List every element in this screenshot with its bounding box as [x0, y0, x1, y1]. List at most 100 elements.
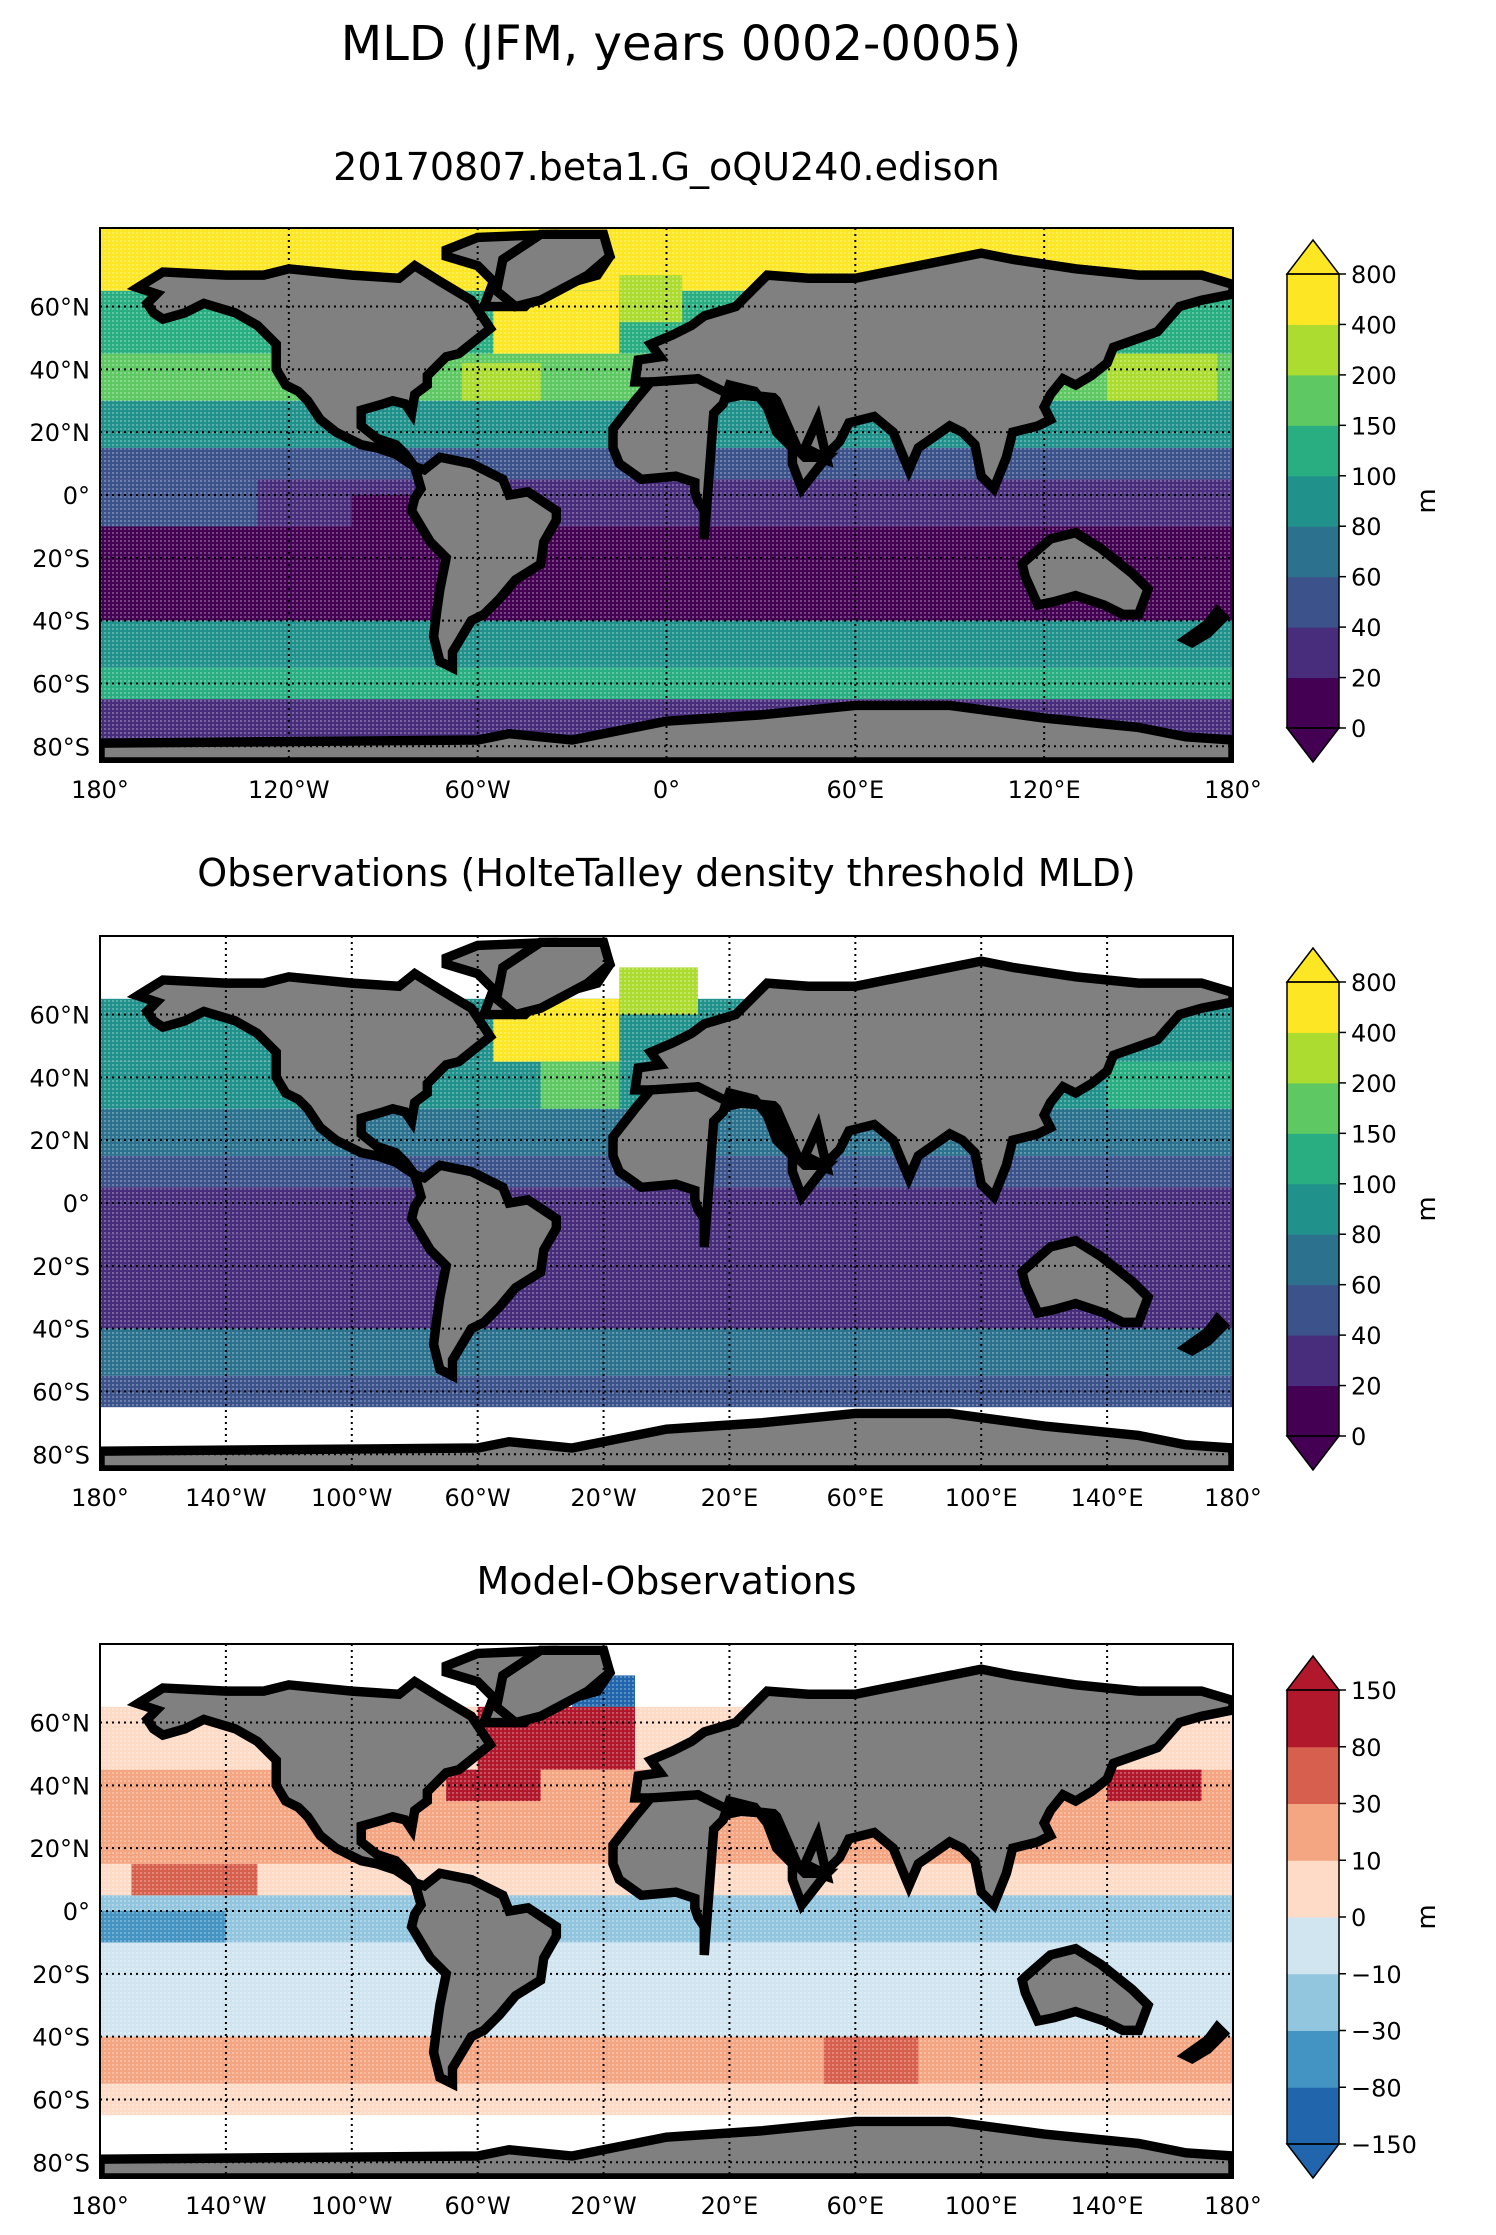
x-tick-label: 140°E — [1071, 2192, 1144, 2220]
x-tick-label: 100°E — [945, 2192, 1018, 2220]
colorbar-tick-label: 200 — [1351, 1070, 1397, 1098]
x-tick-label: 60°E — [826, 776, 884, 804]
y-tick-label: 40°S — [32, 608, 90, 636]
x-tick-label: 100°W — [311, 2192, 393, 2220]
axes-frame — [99, 227, 1234, 763]
colorbar-extend-min — [1285, 2143, 1341, 2180]
colorbar-segment — [1287, 1183, 1339, 1235]
x-tick-label: 60°W — [445, 776, 511, 804]
colorbar-segment — [1287, 1690, 1339, 1748]
y-tick-label: 60°S — [32, 2086, 90, 2114]
panel-title: Observations (HolteTalley density thresh… — [197, 851, 1136, 895]
y-tick-label: 80°S — [32, 1441, 90, 1469]
panel-title: 20170807.beta1.G_oQU240.edison — [333, 145, 1000, 189]
y-tick-label: 40°N — [30, 1772, 91, 1800]
x-tick-label: 180° — [71, 1484, 129, 1512]
panel-title: Model-Observations — [476, 1559, 856, 1603]
x-tick-label: 140°W — [185, 2192, 267, 2220]
colorbar-segment — [1287, 2030, 1339, 2088]
y-tick-label: 20°S — [32, 1253, 90, 1281]
colorbar-segment — [1287, 1860, 1339, 1918]
y-tick-label: 0° — [63, 482, 90, 510]
gridlines — [100, 228, 1233, 762]
y-tick-label: 60°N — [30, 1710, 91, 1738]
colorbar-segment — [1287, 576, 1339, 628]
colorbar-tick-label: 400 — [1351, 1019, 1397, 1047]
y-tick-label: 60°N — [30, 1002, 91, 1030]
panel-2: Observations (HolteTalley density thresh… — [30, 851, 1443, 1512]
colorbar-tick-label: 0 — [1351, 1423, 1366, 1451]
colorbar-segment — [1287, 1234, 1339, 1286]
x-tick-label: 60°E — [826, 2192, 884, 2220]
colorbar-label: m — [1412, 1196, 1442, 1221]
colorbar-segment — [1287, 526, 1339, 578]
y-tick-label: 80°S — [32, 733, 90, 761]
colorbar-tick-label: 0 — [1351, 715, 1366, 743]
colorbar: 0 20 40 60 80 100 150 200 400 800 m — [1285, 238, 1442, 764]
colorbar-segment — [1287, 1284, 1339, 1336]
y-tick-label: 20°S — [32, 1961, 90, 1989]
colorbar: 0 20 40 60 80 100 150 200 400 800 m — [1285, 946, 1442, 1472]
colorbar-segment — [1287, 374, 1339, 426]
x-tick-label: 20°E — [701, 1484, 759, 1512]
colorbar-tick-label: 10 — [1351, 1847, 1382, 1875]
colorbar-tick-label: 60 — [1351, 1272, 1382, 1300]
panel-3: Model-Observations 180° 140°W 100°W 60°W 20°W… — [30, 1559, 1443, 2220]
colorbar-tick-label: 60 — [1351, 564, 1382, 592]
panel-1: 20170807.beta1.G_oQU240.edison 180° 120°W 6… — [30, 145, 1443, 804]
colorbar-segment — [1287, 1133, 1339, 1185]
colorbar-tick-label: 20 — [1351, 665, 1382, 693]
colorbar-tick-label: 150 — [1351, 412, 1397, 440]
y-tick-label: 40°N — [30, 356, 91, 384]
colorbar-tick-label: 400 — [1351, 311, 1397, 339]
y-tick-label: 40°S — [32, 2024, 90, 2052]
colorbar-tick-label: 40 — [1351, 614, 1382, 642]
x-tick-label: 0° — [653, 776, 680, 804]
colorbar-segment — [1287, 677, 1339, 729]
x-tick-label: 120°W — [248, 776, 330, 804]
axes-frame — [99, 1643, 1234, 2179]
colorbar-label: m — [1412, 1904, 1442, 1929]
y-tick-label: 20°N — [30, 1835, 91, 1863]
x-tick-label: 180° — [71, 776, 129, 804]
colorbar-frame — [1286, 981, 1340, 1437]
y-tick-label: 20°N — [30, 1127, 91, 1155]
x-tick-label: 20°W — [570, 1484, 636, 1512]
colorbar-tick-label: 0 — [1351, 1904, 1366, 1932]
y-tick-label: 60°N — [30, 294, 91, 322]
map-area — [100, 1644, 1233, 2178]
colorbar-extend-min — [1285, 727, 1341, 764]
y-tick-label: 60°S — [32, 670, 90, 698]
colorbar-segment — [1287, 274, 1339, 325]
colorbar-segment — [1287, 1032, 1339, 1084]
colorbar-segment — [1287, 425, 1339, 477]
x-tick-label: 180° — [71, 2192, 129, 2220]
colorbar-segment — [1287, 1803, 1339, 1861]
colorbar-extend-max — [1285, 1654, 1341, 1691]
x-tick-label: 60°W — [445, 1484, 511, 1512]
colorbar-tick-label: 200 — [1351, 362, 1397, 390]
colorbar-segment — [1287, 475, 1339, 527]
colorbar-tick-label: −80 — [1351, 2074, 1402, 2102]
colorbar-segment — [1287, 1082, 1339, 1134]
x-tick-label: 100°W — [311, 1484, 393, 1512]
colorbar-tick-label: 80 — [1351, 513, 1382, 541]
y-tick-label: 60°S — [32, 1378, 90, 1406]
x-tick-label: 120°E — [1008, 776, 1081, 804]
x-tick-label: 60°E — [826, 1484, 884, 1512]
y-tick-label: 0° — [63, 1190, 90, 1218]
colorbar-segment — [1287, 1335, 1339, 1387]
colorbar-tick-label: 40 — [1351, 1322, 1382, 1350]
x-tick-label: 180° — [1204, 1484, 1262, 1512]
colorbar-extend-min — [1285, 1435, 1341, 1472]
colorbar-tick-label: 100 — [1351, 1171, 1397, 1199]
x-tick-label: 140°W — [185, 1484, 267, 1512]
x-tick-label: 100°E — [945, 1484, 1018, 1512]
colorbar-segment — [1287, 982, 1339, 1033]
figure-suptitle: MLD (JFM, years 0002-0005) — [341, 16, 1022, 72]
colorbar: −150 −80 −30 −10 0 10 30 80 150 m — [1285, 1654, 1442, 2180]
map-area — [100, 936, 1233, 1470]
y-tick-label: 20°N — [30, 419, 91, 447]
colorbar-extend-max — [1285, 946, 1341, 983]
